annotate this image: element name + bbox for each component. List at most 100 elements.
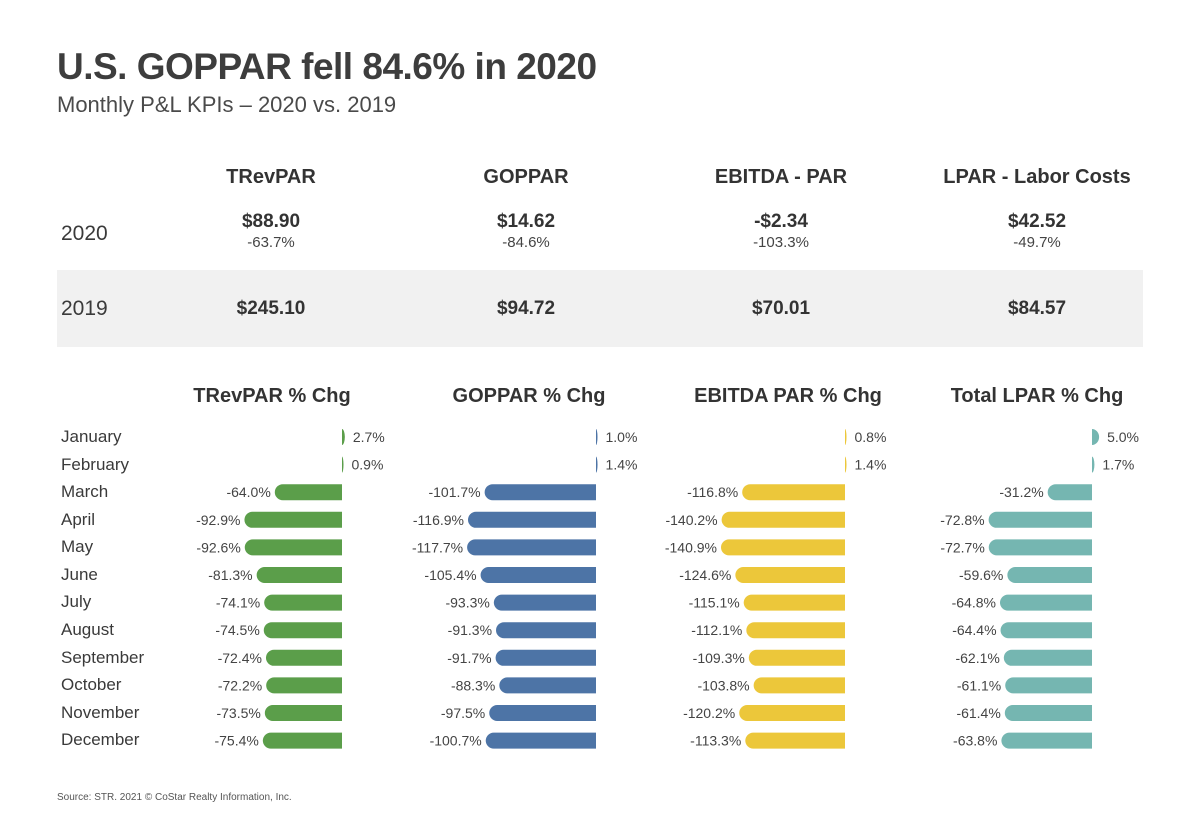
data-label-goppar-august: -91.3%	[448, 622, 492, 638]
kpi-value: $70.01	[751, 298, 811, 319]
bar-total-june	[1007, 567, 1092, 583]
month-label: May	[61, 537, 94, 556]
month-label: November	[61, 703, 140, 722]
data-label-ebitda-april: -140.2%	[665, 512, 717, 528]
bar-total-october	[1005, 677, 1092, 694]
bar-trevpar-october	[266, 677, 342, 694]
data-label-total-march: -31.2%	[999, 484, 1043, 500]
data-label-total-may: -72.7%	[940, 539, 984, 555]
month-label: June	[61, 565, 98, 584]
data-label-ebitda-january: 0.8%	[855, 429, 887, 445]
data-label-trevpar-june: -81.3%	[208, 567, 252, 583]
bar-goppar-june	[480, 567, 596, 583]
kpi-cell-2019-ebitda: $70.01	[651, 298, 911, 320]
bar-chart-title-lpar: Total LPAR % Chg	[950, 385, 1124, 407]
data-label-goppar-july: -93.3%	[445, 595, 489, 611]
data-label-goppar-april: -116.9%	[413, 512, 464, 528]
bar-ebitda-january	[845, 429, 847, 445]
data-label-total-august: -64.4%	[952, 622, 996, 638]
month-label: March	[61, 482, 109, 501]
bar-ebitda-may	[721, 539, 845, 556]
data-label-ebitda-february: 1.4%	[855, 457, 887, 473]
data-label-goppar-june: -105.4%	[424, 567, 476, 583]
data-label-ebitda-october: -103.8%	[697, 677, 749, 693]
bar-chart-title-goppar: GOPPAR % Chg	[452, 385, 606, 407]
kpi-change: -84.6%	[502, 234, 550, 251]
data-label-goppar-may: -117.7%	[412, 539, 463, 555]
bar-ebitda-march	[742, 484, 845, 501]
data-label-ebitda-november: -120.2%	[683, 705, 735, 721]
data-label-trevpar-march: -64.0%	[226, 484, 270, 500]
month-label: August	[61, 620, 114, 639]
bar-chart-title-trevpar: TRevPAR % Chg	[193, 385, 351, 407]
source-note: Source: STR. 2021 © CoStar Realty Inform…	[57, 792, 292, 803]
data-label-trevpar-august: -74.5%	[215, 622, 259, 638]
bar-ebitda-august	[746, 622, 845, 639]
data-label-goppar-december: -100.7%	[430, 733, 482, 749]
kpi-cell-2019-trevpar: $245.10	[141, 298, 401, 320]
bar-ebitda-april	[721, 511, 845, 528]
bar-total-april	[988, 511, 1092, 528]
data-label-ebitda-may: -140.9%	[665, 539, 717, 555]
bar-trevpar-march	[274, 484, 342, 501]
month-label: December	[61, 730, 140, 749]
bar-goppar-april	[467, 511, 596, 528]
data-label-trevpar-may: -92.6%	[196, 539, 240, 555]
bar-ebitda-october	[753, 677, 845, 694]
kpi-header-lpar: LPAR - Labor Costs	[943, 166, 1131, 188]
data-label-trevpar-september: -72.4%	[218, 650, 262, 666]
data-label-trevpar-july: -74.1%	[216, 595, 260, 611]
month-label: April	[61, 510, 96, 529]
bar-trevpar-december	[262, 732, 342, 749]
month-label: October	[61, 675, 122, 694]
bar-ebitda-september	[748, 649, 845, 666]
kpi-value: $42.52	[1007, 211, 1067, 232]
kpi-value: $84.57	[1007, 298, 1067, 319]
kpi-cell-2019-goppar: $94.72	[396, 298, 656, 320]
bar-ebitda-july	[743, 594, 845, 611]
data-label-ebitda-september: -109.3%	[693, 650, 745, 666]
bar-goppar-january	[596, 429, 598, 445]
bar-total-november	[1004, 705, 1092, 721]
kpi-cell-2020-goppar: $14.62 -84.6%	[396, 211, 656, 251]
data-label-total-november: -61.4%	[956, 705, 1000, 721]
data-label-total-july: -64.8%	[952, 595, 996, 611]
row-label-2019: 2019	[61, 297, 108, 320]
bar-goppar-december	[485, 732, 596, 749]
bar-trevpar-november	[264, 705, 342, 721]
data-label-goppar-january: 1.0%	[606, 429, 638, 445]
kpi-value: $94.72	[496, 298, 556, 319]
data-label-trevpar-january: 2.7%	[353, 429, 385, 445]
data-label-goppar-march: -101.7%	[428, 484, 480, 500]
kpi-change: -63.7%	[247, 234, 295, 251]
bar-trevpar-june	[256, 567, 342, 583]
bar-ebitda-june	[735, 567, 845, 583]
data-label-trevpar-april: -92.9%	[196, 512, 240, 528]
bar-trevpar-july	[264, 594, 342, 611]
data-label-goppar-february: 1.4%	[606, 457, 638, 473]
data-label-goppar-november: -97.5%	[441, 705, 485, 721]
bar-trevpar-august	[263, 622, 342, 639]
bar-goppar-november	[489, 705, 596, 721]
chart-title: U.S. GOPPAR fell 84.6% in 2020	[57, 46, 597, 87]
bar-goppar-august	[496, 622, 596, 639]
data-label-trevpar-december: -75.4%	[214, 733, 258, 749]
data-label-ebitda-december: -113.3%	[690, 733, 741, 749]
kpi-header-goppar: GOPPAR	[483, 166, 569, 188]
bar-ebitda-november	[739, 705, 845, 721]
row-label-2020: 2020	[61, 222, 108, 245]
bar-total-august	[1000, 622, 1092, 639]
data-label-total-september: -62.1%	[955, 650, 999, 666]
kpi-cell-2020-trevpar: $88.90 -63.7%	[141, 211, 401, 251]
data-label-total-february: 1.7%	[1102, 457, 1134, 473]
kpi-change: -103.3%	[753, 234, 809, 251]
bar-ebitda-february	[845, 456, 847, 473]
data-label-goppar-october: -88.3%	[451, 677, 495, 693]
bar-trevpar-january	[342, 429, 345, 445]
kpi-cell-2019-lpar: $84.57	[907, 298, 1167, 320]
bar-goppar-march	[484, 484, 596, 501]
data-label-trevpar-february: 0.9%	[352, 457, 384, 473]
kpi-header-ebitda: EBITDA - PAR	[714, 166, 848, 188]
bar-goppar-september	[495, 649, 596, 666]
data-label-total-april: -72.8%	[940, 512, 984, 528]
